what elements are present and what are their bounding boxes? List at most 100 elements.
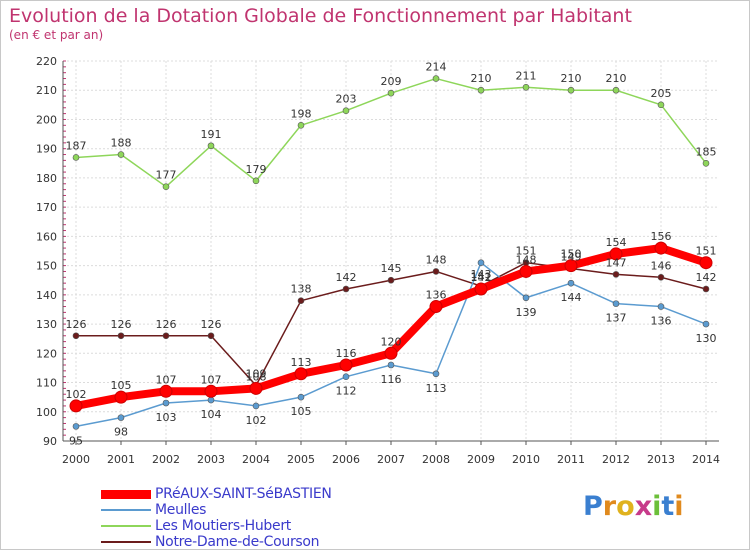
- logo-letter-i2: i: [674, 491, 684, 522]
- y-tick-label: 180: [36, 172, 57, 185]
- data-point: [657, 303, 665, 310]
- data-point: [69, 399, 83, 413]
- data-label: 209: [381, 75, 402, 88]
- data-point: [297, 122, 305, 129]
- data-point: [249, 381, 263, 395]
- data-point: [207, 396, 215, 404]
- data-point: [252, 402, 260, 410]
- data-point: [477, 259, 485, 266]
- legend-item: Meulles: [101, 502, 206, 518]
- legend-swatch: [101, 541, 151, 543]
- data-point: [702, 160, 710, 167]
- data-label: 210: [606, 72, 627, 85]
- data-label: 103: [156, 411, 177, 424]
- data-label: 136: [426, 289, 447, 302]
- chart-subtitle: (en € et par an): [9, 28, 104, 42]
- data-label: 112: [336, 385, 357, 398]
- data-point: [522, 294, 530, 302]
- data-label: 126: [201, 318, 222, 331]
- chart-title: Evolution de la Dotation Globale de Fonc…: [9, 5, 632, 27]
- y-tick-label: 90: [43, 435, 57, 448]
- data-label: 143: [471, 268, 492, 281]
- data-label: 191: [201, 128, 222, 141]
- data-label: 156: [651, 230, 672, 243]
- y-tick-label: 170: [36, 201, 57, 214]
- x-tick-label: 2005: [287, 453, 315, 466]
- grid-lines: [63, 60, 719, 442]
- data-label: 107: [201, 373, 222, 386]
- y-tick-label: 190: [36, 143, 57, 156]
- data-point: [204, 384, 218, 398]
- data-label: 95: [69, 434, 83, 447]
- legend-label: Les Moutiers-Hubert: [155, 518, 291, 534]
- data-point: [522, 84, 530, 91]
- data-label: 210: [561, 72, 582, 85]
- data-label: 151: [696, 245, 717, 258]
- data-point: [429, 300, 443, 314]
- data-label: 107: [156, 373, 177, 386]
- legend-swatch: [101, 525, 151, 527]
- data-point: [162, 399, 170, 407]
- data-label: 105: [291, 405, 312, 418]
- data-label: 138: [291, 283, 312, 296]
- data-point: [567, 279, 575, 287]
- data-point: [702, 320, 710, 328]
- data-point: [342, 373, 350, 380]
- data-label: 211: [516, 69, 537, 82]
- data-point: [432, 370, 440, 378]
- data-point: [612, 86, 620, 94]
- data-point: [567, 86, 575, 94]
- data-point: [702, 285, 710, 293]
- data-label: 177: [156, 169, 177, 182]
- data-label: 126: [156, 318, 177, 331]
- data-point: [72, 154, 80, 161]
- data-point: [207, 142, 215, 150]
- logo-letter-r: r: [602, 491, 617, 522]
- data-point: [342, 107, 350, 114]
- data-label: 203: [336, 93, 357, 106]
- data-label: 210: [471, 72, 492, 85]
- data-point: [432, 268, 440, 275]
- data-point: [294, 367, 308, 381]
- data-label: 188: [111, 137, 132, 150]
- data-label: 126: [66, 318, 87, 331]
- data-point: [339, 358, 353, 372]
- data-point: [297, 297, 305, 304]
- data-point: [387, 276, 395, 284]
- data-label: 148: [426, 253, 447, 266]
- data-label: 151: [471, 271, 492, 284]
- data-point: [297, 393, 305, 401]
- data-label: 185: [696, 145, 717, 158]
- legend-label: Meulles: [155, 502, 207, 518]
- data-point: [162, 332, 170, 340]
- data-label: 105: [111, 379, 132, 392]
- legend-swatch: [101, 489, 151, 499]
- data-point: [609, 247, 623, 261]
- data-label: 137: [606, 312, 627, 325]
- legend-item: PRéAUX-SAINT-SéBASTIEN: [101, 486, 332, 502]
- data-point: [384, 346, 398, 360]
- axes: 9010011012013014015016017018019020021022…: [36, 55, 720, 466]
- data-point: [699, 256, 713, 270]
- x-tick-label: 2000: [62, 453, 90, 466]
- x-tick-label: 2006: [332, 453, 360, 466]
- data-point: [72, 332, 80, 340]
- data-point: [117, 332, 125, 340]
- data-label: 98: [114, 426, 128, 439]
- y-tick-label: 130: [36, 318, 57, 331]
- data-point: [72, 423, 80, 430]
- data-point: [474, 282, 488, 296]
- x-tick-label: 2003: [197, 453, 225, 466]
- x-tick-label: 2009: [467, 453, 495, 466]
- data-point: [207, 332, 215, 340]
- legend-swatch: [101, 509, 151, 511]
- data-label: 198: [291, 107, 312, 120]
- x-tick-label: 2012: [602, 453, 630, 466]
- y-tick-label: 210: [36, 84, 57, 97]
- data-label: 116: [381, 373, 402, 386]
- data-point: [654, 241, 668, 255]
- y-tick-label: 110: [36, 377, 57, 390]
- data-point: [162, 183, 170, 190]
- data-point: [612, 271, 620, 278]
